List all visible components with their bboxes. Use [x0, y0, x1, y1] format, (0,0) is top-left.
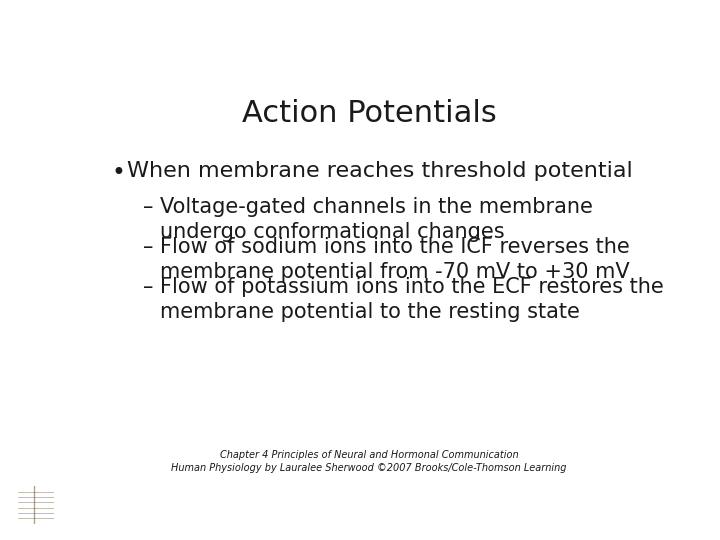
Text: –: –	[143, 278, 153, 298]
Text: Voltage-gated channels in the membrane
undergo conformational changes: Voltage-gated channels in the membrane u…	[160, 197, 593, 242]
Text: –: –	[143, 197, 153, 217]
Text: Action Potentials: Action Potentials	[242, 99, 496, 129]
Text: •: •	[112, 161, 125, 185]
Text: Flow of sodium ions into the ICF reverses the
membrane potential from -70 mV to : Flow of sodium ions into the ICF reverse…	[160, 237, 629, 282]
Text: Chapter 4 Principles of Neural and Hormonal Communication
Human Physiology by La: Chapter 4 Principles of Neural and Hormo…	[171, 450, 567, 473]
Text: Flow of potassium ions into the ECF restores the
membrane potential to the resti: Flow of potassium ions into the ECF rest…	[160, 278, 664, 322]
Text: –: –	[143, 237, 153, 257]
Text: When membrane reaches threshold potential: When membrane reaches threshold potentia…	[127, 161, 633, 181]
